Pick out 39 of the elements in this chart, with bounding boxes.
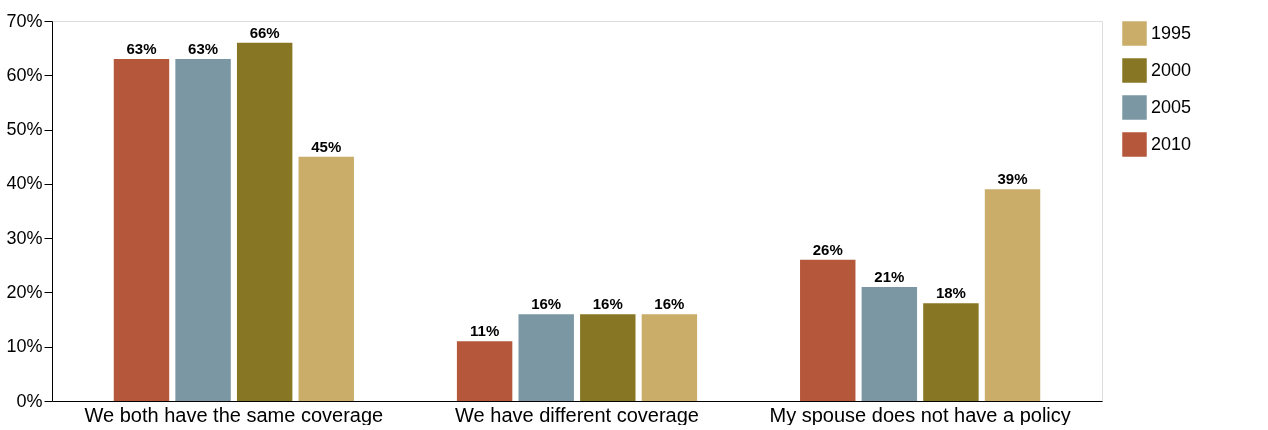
bar bbox=[518, 314, 574, 401]
y-tick-label: 30% bbox=[6, 227, 43, 248]
data-label: 45% bbox=[311, 137, 342, 155]
y-tick-label: 60% bbox=[6, 64, 43, 85]
data-label: 16% bbox=[654, 295, 685, 313]
x-tick-label: We both have the same coverage bbox=[84, 403, 384, 426]
bar bbox=[236, 42, 293, 401]
legend-label: 2010 bbox=[1151, 133, 1192, 154]
bar bbox=[456, 341, 513, 401]
legend-label: 2005 bbox=[1151, 96, 1192, 117]
data-label: 63% bbox=[126, 40, 157, 57]
data-label: 16% bbox=[592, 295, 623, 313]
y-tick-label: 70% bbox=[6, 10, 43, 31]
data-label: 66% bbox=[249, 23, 280, 41]
bar bbox=[580, 314, 636, 401]
data-label: 11% bbox=[470, 322, 500, 340]
bar bbox=[984, 189, 1041, 401]
bar bbox=[923, 303, 979, 401]
bar bbox=[800, 259, 856, 401]
y-tick-label: 0% bbox=[16, 390, 43, 411]
data-label: 16% bbox=[531, 295, 562, 313]
data-label: 63% bbox=[188, 40, 219, 57]
bar bbox=[298, 156, 354, 401]
y-tick-label: 40% bbox=[6, 173, 43, 194]
y-tick-label: 20% bbox=[6, 281, 43, 302]
bar bbox=[861, 287, 918, 401]
bar bbox=[175, 59, 231, 401]
y-tick-label: 50% bbox=[6, 119, 43, 140]
x-tick-label: We have different coverage bbox=[455, 403, 699, 426]
legend-label: 1995 bbox=[1151, 22, 1192, 43]
data-label: 18% bbox=[935, 284, 966, 302]
y-tick-label: 10% bbox=[6, 336, 43, 357]
bar bbox=[641, 314, 698, 401]
data-label: 39% bbox=[997, 170, 1028, 188]
data-label: 21% bbox=[874, 268, 905, 285]
bar bbox=[113, 59, 170, 401]
x-tick-label: My spouse does not have a policy bbox=[769, 403, 1071, 426]
data-label: 26% bbox=[812, 240, 843, 258]
legend-label: 2000 bbox=[1151, 59, 1192, 80]
